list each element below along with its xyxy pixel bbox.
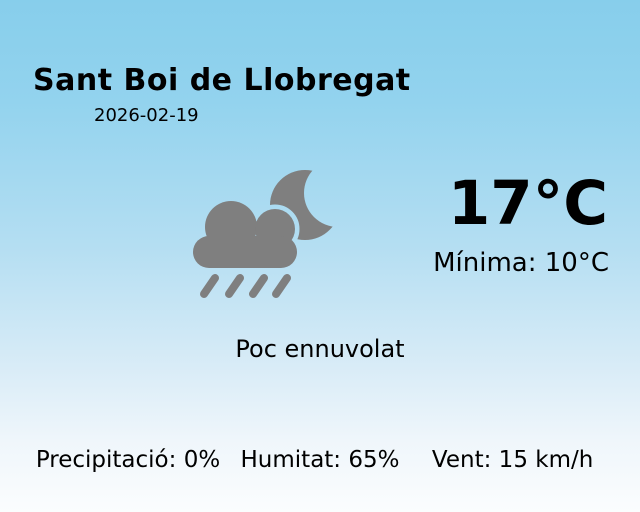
cloud-shape: [193, 201, 297, 268]
stat-humidity: Humitat: 65%: [240, 447, 400, 473]
location-name: Sant Boi de Llobregat: [33, 63, 411, 98]
date-label: 2026-02-19: [94, 105, 199, 126]
condition-label: Poc ennuvolat: [235, 335, 405, 363]
cloud-moon-rain-icon: [193, 170, 340, 298]
stat-wind: Vent: 15 km/h: [431, 447, 594, 473]
temperature-value: 17°C: [447, 168, 608, 239]
minimum-temperature: Mínima: 10°C: [433, 248, 609, 278]
rain-drops: [200, 274, 291, 298]
stat-precipitation: Precipitació: 0%: [35, 447, 221, 473]
